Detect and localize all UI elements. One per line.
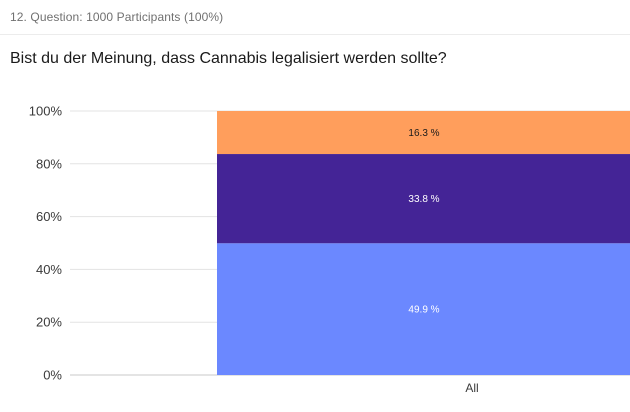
y-tick-label: 100% — [29, 104, 63, 119]
y-tick-label: 80% — [36, 156, 62, 171]
y-tick-label: 20% — [36, 315, 62, 330]
bar-segment-label: 49.9 % — [408, 305, 439, 316]
bar-segment-label: 33.8 % — [408, 194, 439, 205]
bar-segment-2[interactable] — [217, 154, 630, 244]
question-meta: 12. Question: 1000 Participants (100%) — [10, 10, 224, 24]
y-tick-label: 40% — [36, 262, 62, 277]
y-tick-label: 60% — [36, 209, 62, 224]
x-category-label: All — [465, 381, 478, 395]
question-header: 12. Question: 1000 Participants (100%) — [0, 0, 630, 35]
bar-segment-3[interactable] — [217, 111, 630, 155]
bar-segment-label: 16.3 % — [408, 128, 439, 139]
question-title: Bist du der Meinung, dass Cannabis legal… — [10, 50, 447, 67]
y-tick-label: 0% — [43, 368, 62, 383]
bar-segment-1[interactable] — [217, 243, 630, 375]
